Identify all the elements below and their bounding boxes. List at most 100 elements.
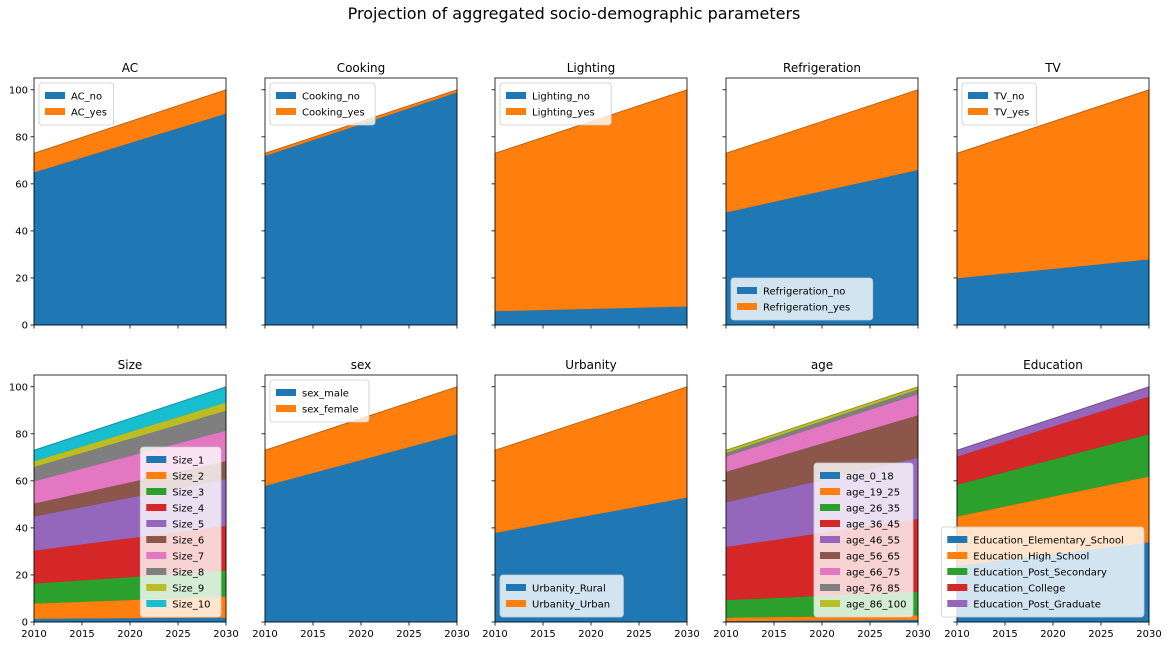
legend-swatch: [146, 568, 167, 575]
legend-swatch: [947, 584, 968, 591]
legend-label: age_36_45: [846, 520, 900, 531]
legend: sex_male sex_female: [269, 379, 370, 423]
legend-swatch: [737, 303, 757, 310]
legend-label: sex_female: [302, 405, 359, 416]
legend: AC_no AC_yes: [38, 82, 114, 126]
x-tick-label: 2015: [300, 629, 325, 640]
legend-label: Cooking_no: [302, 92, 360, 103]
panel-title: Lighting: [567, 61, 616, 75]
legend-label: Lighting_no: [532, 92, 590, 103]
x-tick-label: 2015: [69, 629, 94, 640]
legend-label: age_0_18: [846, 472, 894, 483]
panel-title: TV: [1044, 61, 1061, 75]
legend-label: Lighting_yes: [532, 108, 595, 119]
legend-label: Size_6: [172, 536, 204, 547]
panel-title: age: [811, 358, 833, 372]
legend-swatch: [276, 389, 296, 396]
legend-label: Education_College: [973, 584, 1065, 595]
x-tick-label: 2025: [396, 629, 421, 640]
legend: Lighting_no Lighting_yes: [499, 82, 612, 126]
legend-swatch: [276, 108, 296, 115]
y-tick-label: 80: [15, 429, 28, 440]
legend: Cooking_no Cooking_yes: [269, 82, 376, 126]
legend-swatch: [146, 536, 167, 543]
legend-label: age_26_35: [846, 504, 900, 515]
x-tick-label: 2025: [857, 629, 882, 640]
figure-title: Projection of aggregated socio-demograph…: [348, 4, 801, 23]
legend-swatch: [820, 568, 840, 575]
legend-label: age_76_85: [846, 584, 900, 595]
legend-label: Education_Post_Graduate: [973, 600, 1101, 611]
area-edge-urbanity-urban: [494, 386, 688, 451]
legend-label: Education_Post_Secondary: [973, 568, 1107, 579]
y-tick-label: 60: [15, 179, 28, 190]
legend-label: Education_Elementary_School: [973, 536, 1124, 547]
legend-label: AC_yes: [71, 108, 107, 119]
legend-swatch: [146, 520, 167, 527]
legend-label: Size_3: [172, 488, 204, 499]
panel-education: Education 2010 2015 2020 2025 2030 Education_E…: [940, 358, 1162, 640]
legend-label: sex_male: [302, 389, 349, 400]
x-tick-label: 2015: [530, 629, 555, 640]
legend: Size_1 Size_2 Size_3 Size_4 Size_5 Size_6 Size…: [139, 446, 222, 618]
panel-title: Refrigeration: [783, 61, 861, 75]
y-tick-label: 40: [15, 523, 28, 534]
legend-swatch: [968, 108, 988, 115]
panel-title: Size: [118, 358, 143, 372]
panel-urbanity: Urbanity 2010 2015 2020 2025 2030 Urbanity_Rur…: [482, 358, 699, 640]
legend-swatch: [146, 600, 167, 607]
legend-swatch: [146, 584, 167, 591]
panel-size: Size 0 20 40 60 80 100 2010 2015 2020 2025 2030 Size…: [9, 358, 239, 640]
legend-label: TV_yes: [993, 108, 1029, 119]
legend-swatch: [506, 108, 526, 115]
legend-swatch: [276, 405, 296, 412]
legend-box: [269, 82, 376, 126]
legend: age_0_18 age_19_25 age_26_35 age_36_45 age_4…: [813, 462, 914, 618]
y-tick-label: 20: [15, 273, 28, 284]
legend-label: Size_7: [172, 552, 204, 563]
legend-swatch: [947, 600, 968, 607]
legend-swatch: [820, 536, 840, 543]
x-tick-label: 2010: [944, 629, 969, 640]
x-tick-label: 2015: [761, 629, 786, 640]
panel-tv: TV TV_no TV_yes: [953, 61, 1150, 329]
legend-label: Size_4: [172, 504, 204, 515]
panel-title: Education: [1023, 358, 1083, 372]
legend-swatch: [820, 488, 840, 495]
x-tick-label: 2020: [809, 629, 834, 640]
legend-swatch: [146, 488, 167, 495]
legend: Education_Elementary_School Education_Hig…: [940, 526, 1145, 618]
x-tick-label: 2010: [482, 629, 507, 640]
legend: Urbanity_Rural Urbanity_Urban: [499, 574, 624, 618]
legend-box: [38, 82, 114, 126]
x-tick-label: 2030: [1136, 629, 1161, 640]
legend-label: Urbanity_Urban: [532, 600, 610, 611]
area-edge-education-post-graduate: [956, 386, 1150, 451]
legend-swatch: [146, 504, 167, 511]
legend-label: age_56_65: [846, 552, 900, 563]
legend-label: age_66_75: [846, 568, 900, 579]
x-tick-label: 2015: [992, 629, 1017, 640]
legend-swatch: [276, 92, 296, 99]
y-tick-label: 60: [15, 476, 28, 487]
area-edge-tv-yes: [956, 89, 1150, 154]
y-tick-label: 100: [9, 382, 28, 393]
legend-swatch: [820, 584, 840, 591]
legend-swatch: [947, 536, 968, 543]
legend-box: [961, 82, 1037, 126]
panel-lighting: Lighting Lighting_no Lighting_yes: [491, 61, 688, 329]
legend-label: Cooking_yes: [302, 108, 365, 119]
y-tick-label: 100: [9, 85, 28, 96]
x-tick-label: 2020: [117, 629, 142, 640]
panel-title: AC: [122, 61, 138, 75]
x-tick-label: 2030: [213, 629, 238, 640]
legend-box: [813, 462, 914, 618]
x-tick-label: 2030: [905, 629, 930, 640]
legend-box: [499, 82, 612, 126]
legend-swatch: [506, 600, 526, 607]
legend-box: [499, 574, 624, 618]
legend-swatch: [947, 552, 968, 559]
x-tick-label: 2025: [1088, 629, 1113, 640]
x-tick-label: 2020: [348, 629, 373, 640]
legend-swatch: [506, 92, 526, 99]
